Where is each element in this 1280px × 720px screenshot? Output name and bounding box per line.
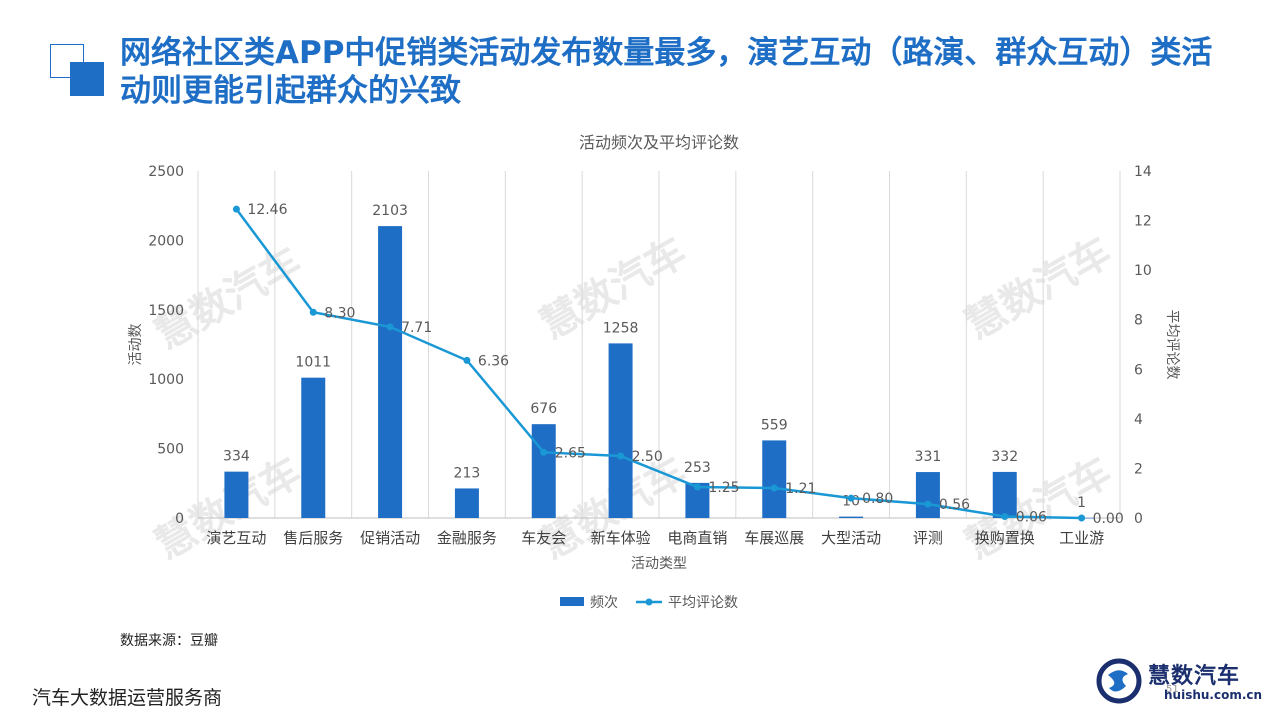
bar — [301, 377, 326, 518]
bar-data-label: 676 — [530, 401, 557, 417]
line-point — [1001, 513, 1009, 521]
y-right-tick-label: 14 — [1134, 164, 1152, 180]
bar-data-label: 334 — [223, 449, 250, 465]
line-data-label: 0.80 — [862, 491, 893, 507]
brand-url: huishu.com.cn — [1164, 688, 1263, 702]
line-data-label: 8.30 — [324, 305, 355, 321]
line-point — [232, 205, 240, 213]
bar-data-label: 1258 — [603, 320, 639, 336]
legend-bar-swatch — [560, 597, 584, 606]
y-left-axis-label: 活动数 — [128, 324, 144, 366]
y-right-tick-label: 2 — [1134, 461, 1143, 477]
y-right-tick-label: 12 — [1134, 214, 1152, 230]
data-source-note: 数据来源：豆瓣 — [120, 633, 218, 649]
brand-block: 慧数汽车 huishu.com.cn — [1096, 656, 1262, 706]
line-point — [540, 448, 548, 456]
line-data-label: 12.46 — [247, 202, 287, 218]
legend-line-marker — [645, 598, 653, 606]
legend-line-label: 平均评论数 — [668, 595, 738, 611]
y-left-tick-label: 2500 — [148, 164, 184, 180]
page-number: 51 — [1166, 684, 1179, 695]
y-left-tick-label: 2000 — [148, 233, 184, 249]
title-deco-filled-square — [70, 62, 104, 96]
line-point — [386, 323, 394, 331]
line-point — [309, 308, 317, 316]
line-data-label: 7.71 — [401, 320, 432, 336]
x-axis-label: 活动类型 — [631, 556, 687, 572]
x-tick-label: 评测 — [913, 529, 943, 547]
x-tick-label: 车友会 — [521, 529, 566, 547]
brand-name: 慧数汽车 — [1148, 664, 1241, 689]
y-right-tick-label: 0 — [1134, 511, 1143, 527]
bar — [839, 516, 864, 518]
bar — [224, 471, 249, 518]
footer-company-tagline: 汽车大数据运营服务商 — [32, 687, 223, 709]
x-tick-label: 促销活动 — [360, 529, 420, 547]
line-point — [617, 452, 625, 460]
legend-bar-label: 频次 — [590, 595, 618, 611]
y-left-tick-label: 1500 — [148, 303, 184, 319]
line-data-label: 0.00 — [1093, 511, 1124, 527]
y-right-axis-label: 平均评论数 — [1164, 310, 1180, 380]
line-point — [693, 483, 701, 491]
line-data-label: 1.21 — [785, 481, 816, 497]
y-left-tick-label: 500 — [157, 442, 184, 458]
x-tick-label: 大型活动 — [821, 529, 881, 547]
bar-data-label: 213 — [454, 465, 481, 481]
line-point — [463, 356, 471, 364]
line-series-path — [235, 208, 1082, 520]
x-tick-label: 工业游 — [1059, 529, 1104, 547]
bar — [762, 440, 787, 518]
y-right-tick-label: 4 — [1134, 412, 1143, 428]
bar — [915, 472, 940, 518]
y-left-tick-label: 0 — [175, 511, 184, 527]
line-point — [770, 484, 778, 492]
line-point — [847, 494, 855, 502]
bar-data-label: 331 — [915, 449, 942, 465]
x-tick-label: 车展巡展 — [744, 529, 804, 547]
y-left-tick-label: 1000 — [148, 372, 184, 388]
line-data-label: 2.50 — [632, 449, 663, 465]
x-tick-label: 新车体验 — [591, 529, 651, 547]
line-point — [1078, 514, 1086, 522]
bar — [531, 424, 556, 518]
watermark-0: 慧数汽车 — [148, 239, 310, 359]
x-tick-label: 换购置换 — [975, 529, 1035, 547]
bar-data-label: 559 — [761, 417, 788, 433]
bar — [454, 488, 479, 518]
x-tick-label: 金融服务 — [437, 529, 497, 547]
bar — [992, 471, 1017, 518]
bar-data-label: 1011 — [295, 355, 331, 371]
huishu-logo-icon — [1096, 658, 1142, 704]
x-tick-label: 售后服务 — [283, 529, 343, 547]
watermark-2: 慧数汽车 — [958, 229, 1120, 349]
line-point — [924, 500, 932, 508]
line-data-label: 6.36 — [478, 353, 509, 369]
y-right-tick-label: 10 — [1134, 263, 1152, 279]
bar-data-label: 253 — [684, 460, 711, 476]
line-data-label: 1.25 — [708, 480, 739, 496]
bar — [608, 343, 633, 518]
bar-data-label: 1 — [1077, 495, 1086, 511]
page-title: 网络社区类APP中促销类活动发布数量最多，演艺互动（路演、群众互动）类活动则更能… — [120, 35, 1213, 109]
bar — [378, 226, 403, 518]
line-data-label: 2.65 — [555, 445, 586, 461]
y-right-tick-label: 8 — [1134, 313, 1143, 329]
y-right-tick-label: 6 — [1134, 362, 1143, 378]
title-decoration — [50, 44, 110, 104]
x-tick-label: 演艺互动 — [206, 529, 266, 547]
bar-data-label: 2103 — [372, 203, 408, 219]
bar-data-label: 332 — [991, 449, 1018, 465]
chart-title: 活动频次及平均评论数 — [579, 133, 739, 152]
line-data-label: 0.06 — [1016, 510, 1047, 526]
x-tick-label: 电商直销 — [667, 529, 727, 547]
title-deco-outline-square — [50, 44, 84, 78]
line-data-label: 0.56 — [939, 497, 970, 513]
